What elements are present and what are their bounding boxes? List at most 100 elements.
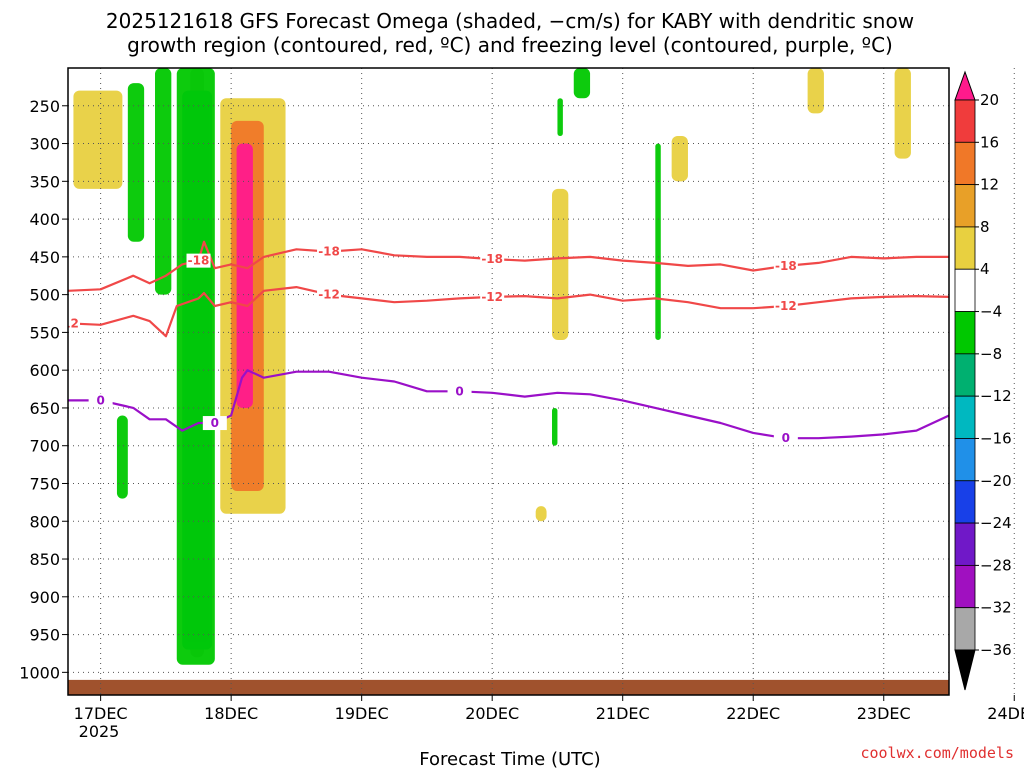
y-tick-label: 400 <box>29 210 60 229</box>
shade-green-strip-4 <box>655 143 661 340</box>
shade-yellow-strip-2 <box>671 135 688 182</box>
y-tick-label: 700 <box>29 437 60 456</box>
contour-label-bg <box>88 393 113 408</box>
shade-green-strip-6 <box>557 98 563 136</box>
colorbar-top-arrow <box>954 70 976 101</box>
plot-frame <box>67 67 950 696</box>
colorbar-bin <box>954 564 976 609</box>
x-tick-label: 19DEC <box>335 704 389 723</box>
contour-label: 0 <box>455 384 463 398</box>
y-tick-label: 850 <box>29 550 60 569</box>
y-tick-label: 950 <box>29 626 60 645</box>
contour-label-bg <box>773 258 798 273</box>
y-tick-label: 600 <box>29 361 60 380</box>
colorbar-label: −24 <box>980 514 1012 532</box>
omega-shading-layer <box>73 68 911 665</box>
y-tick-label: 750 <box>29 474 60 493</box>
colorbar-label: −28 <box>980 556 1012 574</box>
chart-title-line-1: 2025121618 GFS Forecast Omega (shaded, −… <box>106 9 914 33</box>
contour-label-bg <box>68 316 80 331</box>
colorbar-bottom-arrow <box>954 649 976 691</box>
colorbar-label: 8 <box>980 218 990 236</box>
shade-green-strip-7 <box>552 407 558 446</box>
y-tick-label: 800 <box>29 512 60 531</box>
colorbar-label: −32 <box>980 599 1012 617</box>
y-tick-label: 900 <box>29 588 60 607</box>
colorbar-bin <box>954 395 976 439</box>
colorbar-label: −36 <box>980 641 1012 659</box>
colorbar-bin <box>954 99 976 143</box>
colorbar-label: −8 <box>980 345 1002 363</box>
shade-yellow-strip-5 <box>535 506 547 522</box>
contour-label-bg <box>202 416 227 431</box>
colorbar-label: 4 <box>980 260 990 278</box>
colorbar-bin <box>954 607 976 651</box>
y-tick-label: 550 <box>29 323 60 342</box>
terrain-layer <box>68 679 949 695</box>
contour-label-bg <box>317 244 342 259</box>
colorbar-bin <box>954 226 976 270</box>
colorbar-bin <box>954 311 976 355</box>
x-tick-label: 21DEC <box>596 704 650 723</box>
shade-ascent-ring-green <box>176 68 215 665</box>
shade-upper-left-yellow <box>73 90 123 189</box>
y-tick-label: 350 <box>29 172 60 191</box>
colorbar: 20 16 12 8 4 −4 −8 −12 −16 −20 −24 −28 −32 −36 <box>954 70 1012 691</box>
contour-label-bg <box>480 289 505 304</box>
x-tick-label: 18DEC <box>204 704 258 723</box>
contour-label-bg <box>317 287 342 302</box>
x-tick-label: 22DEC <box>726 704 780 723</box>
x-axis-title: Forecast Time (UTC) <box>419 749 600 768</box>
colorbar-bin <box>954 522 976 566</box>
colorbar-label: −20 <box>980 472 1012 490</box>
colorbar-label: −4 <box>980 303 1002 321</box>
credit-text[interactable]: coolwx.com/models <box>860 744 1014 762</box>
contour-label: 0 <box>782 431 790 445</box>
colorbar-label: 16 <box>980 133 999 151</box>
contour-label: -18 <box>775 259 797 273</box>
y-tick-label: 650 <box>29 399 60 418</box>
shade-descent-pink <box>236 143 253 408</box>
contour-label-bg <box>773 298 798 313</box>
colorbar-bin <box>954 184 976 228</box>
y-tick-label: 300 <box>29 135 60 154</box>
y-tick-label: 1000 <box>19 663 60 682</box>
contour-label-bg <box>773 431 798 446</box>
terrain-band <box>68 679 949 695</box>
x-tick-label: 17DEC <box>74 704 128 723</box>
gridlines <box>68 68 1015 695</box>
shade-green-strip-3 <box>116 415 128 499</box>
x-axis: 17DEC 18DEC 19DEC 20DEC 21DEC 22DEC 23DEC 24DEC <box>74 695 1024 723</box>
shade-yellow-strip-3 <box>894 68 911 159</box>
contour-layer: -18 -18 -18 -18 -12 -12 -12 -12 0 0 0 0 <box>57 240 949 446</box>
contour-label-bg <box>447 384 472 399</box>
colorbar-label: −16 <box>980 429 1012 447</box>
colorbar-label: −12 <box>980 387 1012 405</box>
y-tick-label: 250 <box>29 97 60 116</box>
x-axis-year: 2025 <box>79 722 120 741</box>
x-tick-label: 24DEC <box>987 704 1024 723</box>
chart-title-line-2: growth region (contoured, red, ºC) and f… <box>127 33 893 57</box>
colorbar-label: 20 <box>980 91 999 109</box>
contour-label-bg <box>480 252 505 267</box>
contour-label: 0 <box>96 393 104 407</box>
colorbar-bin <box>954 353 976 397</box>
colorbar-label: 12 <box>980 176 999 194</box>
contour-label: 0 <box>211 416 219 430</box>
colorbar-bin <box>954 141 976 186</box>
shade-yellow-strip-4 <box>807 68 824 114</box>
shade-green-strip-2 <box>127 83 145 242</box>
y-axis: 250 300 350 400 450 500 550 600 650 700 750 800 850 9… <box>19 97 68 682</box>
y-tick-label: 450 <box>29 248 60 267</box>
shade-green-strip-5 <box>573 68 591 99</box>
contour-label: -18 <box>318 245 340 259</box>
x-tick-label: 23DEC <box>857 704 911 723</box>
contour-label-bg <box>186 253 211 268</box>
colorbar-bin <box>954 268 976 312</box>
y-tick-label: 500 <box>29 286 60 305</box>
contour-label: -18 <box>188 254 210 268</box>
contour-label: -18 <box>481 252 503 266</box>
colorbar-bin <box>954 480 976 524</box>
contour-label: -12 <box>57 316 79 330</box>
